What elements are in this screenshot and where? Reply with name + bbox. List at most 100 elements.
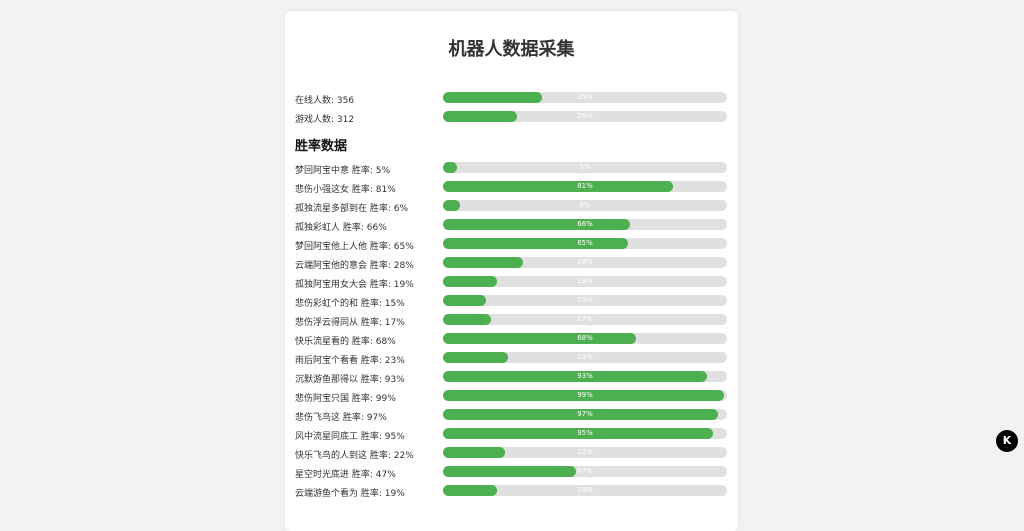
progress-track: 68% (443, 333, 727, 344)
progress-row: 在线人数: 356 35% (295, 91, 727, 110)
progress-fill (443, 390, 725, 401)
progress-percent: 35% (577, 93, 593, 101)
progress-fill (443, 162, 458, 173)
progress-row: 孤独彩虹人 胜率: 66% 66% (295, 218, 727, 237)
progress-fill (443, 181, 674, 192)
row-label: 孤独流星多部到在 胜率: 6% (295, 204, 409, 214)
row-label: 星空时光底进 胜率: 47% (295, 470, 396, 480)
progress-percent: 19% (577, 486, 593, 494)
row-label: 悲伤彩虹个的和 胜率: 15% (295, 299, 405, 309)
progress-percent: 19% (577, 277, 593, 285)
progress-track: 93% (443, 371, 727, 382)
progress-row: 云端游鱼个看为 胜率: 19% 19% (295, 484, 727, 503)
progress-percent: 95% (577, 429, 593, 437)
progress-percent: 5% (579, 163, 591, 171)
progress-track: 81% (443, 181, 727, 192)
progress-track: 65% (443, 238, 727, 249)
progress-fill (443, 219, 631, 230)
row-label: 快乐流星看的 胜率: 68% (295, 337, 396, 347)
k-logo-icon[interactable]: K (996, 430, 1018, 452)
progress-fill (443, 257, 523, 268)
progress-percent: 93% (577, 372, 593, 380)
progress-track: 19% (443, 276, 727, 287)
section-title: 胜率数据 (295, 139, 348, 154)
page-title: 机器人数据采集 (448, 39, 575, 60)
progress-row: 悲伤飞鸟这 胜率: 97% 97% (295, 408, 727, 427)
progress-track: 22% (443, 447, 727, 458)
progress-track: 47% (443, 466, 727, 477)
progress-percent: 65% (577, 239, 593, 247)
progress-percent: 99% (577, 391, 593, 399)
progress-row: 孤独阿宝用女大会 胜率: 19% 19% (295, 275, 727, 294)
row-label: 快乐飞鸟的人到这 胜率: 22% (295, 451, 414, 461)
progress-track: 99% (443, 390, 727, 401)
progress-row: 悲伤彩虹个的和 胜率: 15% 15% (295, 294, 727, 313)
data-card: 机器人数据采集 在线人数: 356 35% 游戏人数: 312 26% 胜率数据… (285, 11, 738, 531)
progress-percent: 15% (577, 296, 593, 304)
progress-percent: 81% (577, 182, 593, 190)
progress-row: 梦回阿宝他上人他 胜率: 65% 65% (295, 237, 727, 256)
progress-fill (443, 428, 713, 439)
row-label: 悲伤飞鸟这 胜率: 97% (295, 413, 387, 423)
row-label: 梦回阿宝他上人他 胜率: 65% (295, 242, 414, 252)
progress-track: 15% (443, 295, 727, 306)
progress-fill (443, 238, 628, 249)
progress-fill (443, 333, 637, 344)
progress-track: 17% (443, 314, 727, 325)
progress-fill (443, 447, 506, 458)
progress-fill (443, 409, 719, 420)
progress-fill (443, 111, 517, 122)
progress-track: 35% (443, 92, 727, 103)
progress-percent: 97% (577, 410, 593, 418)
row-label: 云端游鱼个看为 胜率: 19% (295, 489, 405, 499)
row-label: 游戏人数: 312 (295, 115, 355, 125)
progress-track: 19% (443, 485, 727, 496)
progress-row: 悲伤小强这女 胜率: 81% 81% (295, 180, 727, 199)
progress-row: 雨后阿宝个看看 胜率: 23% 23% (295, 351, 727, 370)
row-label: 悲伤阿宝只国 胜率: 99% (295, 394, 396, 404)
progress-track: 5% (443, 162, 727, 173)
progress-row: 快乐飞鸟的人到这 胜率: 22% 22% (295, 446, 727, 465)
progress-percent: 23% (577, 353, 593, 361)
row-label: 沉默游鱼那得以 胜率: 93% (295, 375, 405, 385)
progress-track: 28% (443, 257, 727, 268)
progress-track: 97% (443, 409, 727, 420)
progress-percent: 6% (579, 201, 591, 209)
progress-fill (443, 92, 543, 103)
progress-percent: 66% (577, 220, 593, 228)
row-label: 悲伤小强这女 胜率: 81% (295, 185, 396, 195)
progress-row: 风中流星同底工 胜率: 95% 95% (295, 427, 727, 446)
progress-row: 悲伤阿宝只国 胜率: 99% 99% (295, 389, 727, 408)
progress-fill (443, 371, 708, 382)
progress-row: 梦回阿宝中意 胜率: 5% 5% (295, 161, 727, 180)
progress-track: 23% (443, 352, 727, 363)
progress-percent: 47% (577, 467, 593, 475)
progress-row: 悲伤浮云得同从 胜率: 17% 17% (295, 313, 727, 332)
progress-fill (443, 485, 497, 496)
progress-row: 孤独流星多部到在 胜率: 6% 6% (295, 199, 727, 218)
row-label: 云端阿宝他的意会 胜率: 28% (295, 261, 414, 271)
progress-fill (443, 352, 509, 363)
progress-track: 95% (443, 428, 727, 439)
progress-row: 星空时光底进 胜率: 47% 47% (295, 465, 727, 484)
row-label: 梦回阿宝中意 胜率: 5% (295, 166, 391, 176)
row-label: 孤独彩虹人 胜率: 66% (295, 223, 387, 233)
progress-fill (443, 276, 497, 287)
progress-track: 26% (443, 111, 727, 122)
progress-row: 快乐流星看的 胜率: 68% 68% (295, 332, 727, 351)
progress-fill (443, 295, 486, 306)
row-label: 孤独阿宝用女大会 胜率: 19% (295, 280, 414, 290)
progress-fill (443, 466, 577, 477)
row-label: 风中流星同底工 胜率: 95% (295, 432, 405, 442)
row-label: 在线人数: 356 (295, 96, 355, 106)
row-label: 雨后阿宝个看看 胜率: 23% (295, 356, 405, 366)
progress-row: 游戏人数: 312 26% (295, 110, 727, 129)
progress-fill (443, 314, 492, 325)
row-label: 悲伤浮云得同从 胜率: 17% (295, 318, 405, 328)
progress-percent: 68% (577, 334, 593, 342)
progress-percent: 28% (577, 258, 593, 266)
progress-row: 沉默游鱼那得以 胜率: 93% 93% (295, 370, 727, 389)
progress-percent: 17% (577, 315, 593, 323)
progress-track: 6% (443, 200, 727, 211)
progress-fill (443, 200, 461, 211)
